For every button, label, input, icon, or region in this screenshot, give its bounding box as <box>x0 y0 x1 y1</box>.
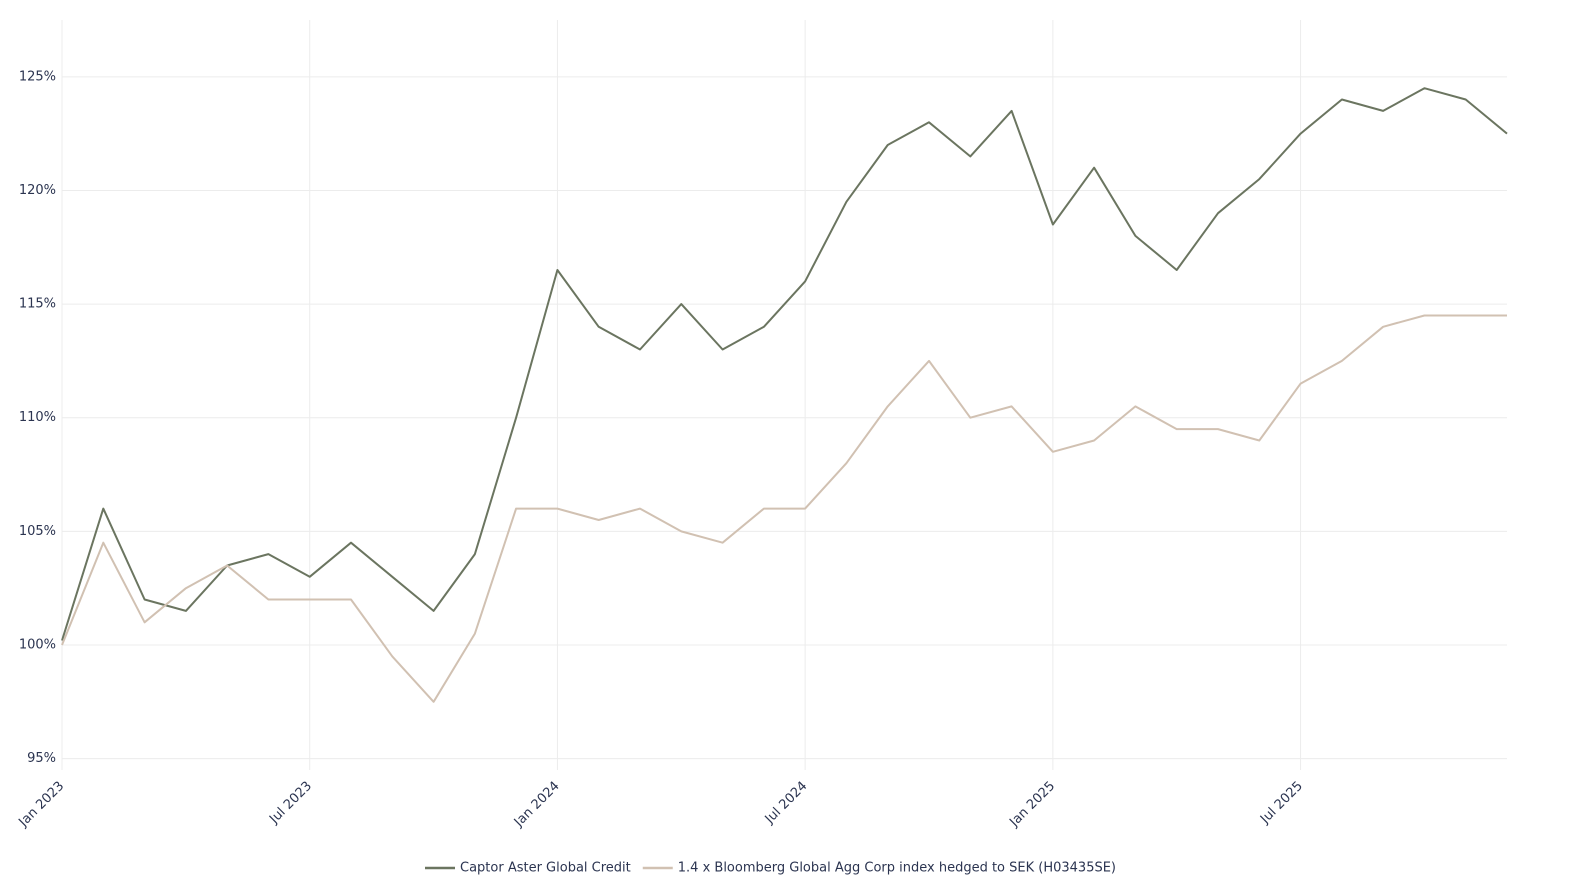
y-tick-label: 95% <box>27 751 56 766</box>
legend: Captor Aster Global Credit 1.4 x Bloomber… <box>425 861 1116 876</box>
x-tick-label: Jan 2025 <box>1006 779 1058 831</box>
y-tick-label: 100% <box>19 638 56 653</box>
x-tick-label: Jul 2023 <box>266 779 315 828</box>
y-tick-label: 110% <box>19 410 56 425</box>
x-tick-label: Jan 2024 <box>511 779 563 831</box>
y-tick-label: 115% <box>19 297 56 312</box>
x-tick-label: Jan 2023 <box>15 779 67 831</box>
y-tick-label: 125% <box>19 69 56 84</box>
y-tick-label: 105% <box>19 524 56 539</box>
series-line <box>61 314 1507 703</box>
series-line <box>61 87 1508 641</box>
legend-label: 1.4 x Bloomberg Global Agg Corp index he… <box>678 861 1116 876</box>
legend-label: Captor Aster Global Credit <box>460 861 631 876</box>
x-tick-label: Jul 2025 <box>1257 779 1306 828</box>
x-tick-label: Jul 2024 <box>762 779 811 828</box>
y-tick-label: 120% <box>19 183 56 198</box>
